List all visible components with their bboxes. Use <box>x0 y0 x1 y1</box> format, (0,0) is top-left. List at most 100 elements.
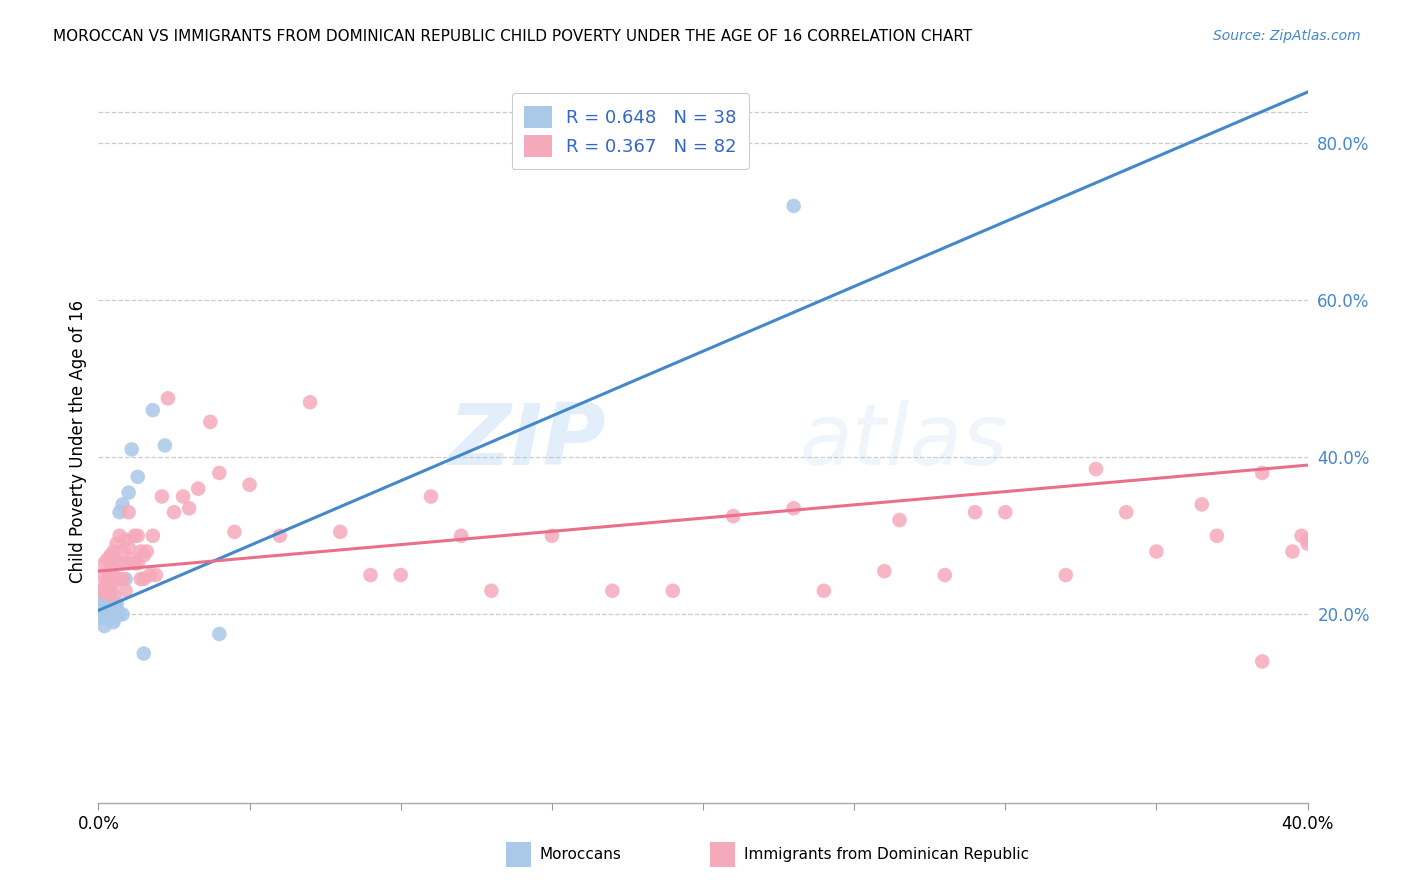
Point <box>142 403 165 417</box>
Point <box>93 580 115 594</box>
Point <box>108 572 131 586</box>
Point <box>1206 529 1229 543</box>
Point <box>111 572 134 586</box>
Point <box>602 583 624 598</box>
Point <box>1054 568 1077 582</box>
Point <box>111 497 134 511</box>
Point <box>100 549 122 563</box>
Point <box>90 603 112 617</box>
Point <box>108 529 131 543</box>
Point <box>90 611 112 625</box>
Point <box>114 583 136 598</box>
Point <box>103 544 125 558</box>
Point <box>661 583 683 598</box>
Point <box>132 572 155 586</box>
Point <box>103 588 125 602</box>
Point <box>723 509 745 524</box>
Point <box>135 544 157 558</box>
Point <box>103 595 125 609</box>
Point <box>96 591 118 606</box>
Point <box>994 505 1017 519</box>
Point <box>118 556 141 570</box>
Point <box>105 556 128 570</box>
Point <box>118 485 141 500</box>
Point <box>813 583 835 598</box>
Point <box>389 568 412 582</box>
Point <box>142 529 165 543</box>
Point <box>105 607 128 622</box>
Point <box>127 556 149 570</box>
Point <box>103 611 125 625</box>
Point <box>100 611 122 625</box>
Point <box>163 505 186 519</box>
Point <box>105 572 128 586</box>
Point <box>129 572 152 586</box>
Point <box>103 603 125 617</box>
Point <box>420 490 443 504</box>
Text: MOROCCAN VS IMMIGRANTS FROM DOMINICAN REPUBLIC CHILD POVERTY UNDER THE AGE OF 16: MOROCCAN VS IMMIGRANTS FROM DOMINICAN RE… <box>53 29 973 44</box>
Point <box>90 607 112 622</box>
Point <box>187 482 209 496</box>
Point <box>105 599 128 614</box>
Point <box>783 199 806 213</box>
Point <box>179 501 201 516</box>
Point <box>156 392 179 406</box>
Point <box>105 536 128 550</box>
Text: Immigrants from Dominican Republic: Immigrants from Dominican Republic <box>744 847 1029 862</box>
Point <box>1144 544 1167 558</box>
Point <box>121 442 143 457</box>
Point <box>889 513 911 527</box>
Point <box>150 490 173 504</box>
Point <box>103 575 125 590</box>
Point <box>934 568 956 582</box>
Point <box>139 568 162 582</box>
Point <box>172 490 194 504</box>
Point <box>93 607 115 622</box>
Point <box>1191 497 1213 511</box>
Y-axis label: Child Poverty Under the Age of 16: Child Poverty Under the Age of 16 <box>69 300 87 583</box>
Point <box>360 568 382 582</box>
Point <box>208 466 231 480</box>
Point <box>96 583 118 598</box>
Point <box>93 611 115 625</box>
Point <box>239 477 262 491</box>
Point <box>103 615 125 630</box>
Point <box>93 588 115 602</box>
Point <box>269 529 291 543</box>
Point <box>145 568 167 582</box>
Point <box>224 524 246 539</box>
Legend: R = 0.648   N = 38, R = 0.367   N = 82: R = 0.648 N = 38, R = 0.367 N = 82 <box>512 93 749 169</box>
Point <box>481 583 503 598</box>
Point <box>90 568 112 582</box>
Point <box>1085 462 1108 476</box>
Point <box>100 595 122 609</box>
Point <box>100 583 122 598</box>
Point <box>208 627 231 641</box>
Point <box>108 607 131 622</box>
Text: Source: ZipAtlas.com: Source: ZipAtlas.com <box>1213 29 1361 43</box>
Point <box>96 603 118 617</box>
Point <box>90 595 112 609</box>
Point <box>100 564 122 578</box>
Point <box>100 603 122 617</box>
Point <box>450 529 472 543</box>
Point <box>96 572 118 586</box>
Point <box>129 544 152 558</box>
Point <box>1291 529 1313 543</box>
Point <box>153 438 176 452</box>
Point <box>118 505 141 519</box>
Point <box>132 549 155 563</box>
Point <box>1115 505 1137 519</box>
Text: ZIP: ZIP <box>449 400 606 483</box>
Point <box>111 607 134 622</box>
Point <box>1281 544 1303 558</box>
Point <box>1251 466 1274 480</box>
Point <box>105 595 128 609</box>
Point <box>114 572 136 586</box>
Point <box>127 529 149 543</box>
Point <box>93 619 115 633</box>
Point <box>1251 655 1274 669</box>
Point <box>93 556 115 570</box>
Point <box>114 533 136 547</box>
Point <box>93 603 115 617</box>
